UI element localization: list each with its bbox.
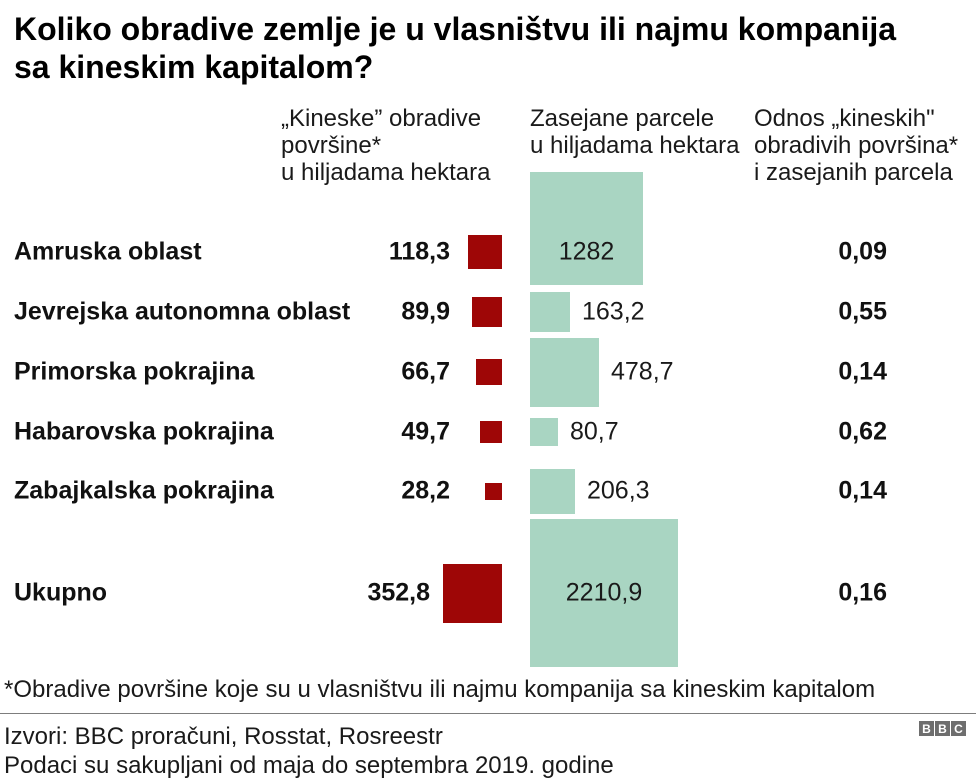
chinese-area-value: 352,8 [367,578,430,607]
divider-line [0,713,976,714]
sown-area-square [530,468,575,514]
chart-row-amruska: Amruska oblast 118,3 1282 0,09 [0,171,976,285]
sown-area-square [530,519,678,667]
chart-row-ukupno: Ukupno 352,8 2210,9 0,16 [0,519,976,667]
sown-area-value: 478,7 [611,357,674,386]
region-label: Primorska pokrajina [14,357,255,386]
ratio-value: 0,16 [838,578,887,607]
column-header-line: „Kineske” obradive [281,105,482,132]
column-header-line: u hiljadama hektara [530,132,740,159]
sown-area-square [530,337,599,407]
sown-area-square [530,292,570,332]
source-block: Izvori: BBC proračuni, Rosstat, Rosreest… [4,722,614,780]
chinese-area-square [476,359,502,385]
column-header-line: u hiljadama hektara [281,159,491,186]
ratio-value: 0,14 [838,476,887,505]
chinese-area-square [468,235,502,269]
column-header-line: Odnos „kineskih" [754,105,935,132]
bbc-logo-letter: B [935,721,950,736]
source-line: Podaci su sakupljani od maja do septembr… [4,752,614,779]
bbc-logo: B B C [919,721,966,736]
sown-area-value: 1282 [558,237,615,266]
sown-area-square [530,418,558,446]
bbc-logo-letter: B [919,721,934,736]
column-header-line: površine* [281,132,382,159]
chart-row-habarovska: Habarovska pokrajina 49,7 80,7 0,62 [0,402,976,462]
chinese-area-square [472,297,502,327]
chinese-area-square [485,482,502,500]
chinese-area-value: 89,9 [401,297,450,326]
column-header-chinese-area: „Kineske” obradive površine* u hiljadama… [281,105,490,186]
footnote: *Obradive površine koje su u vlasništvu … [4,676,876,703]
sown-area-value: 2210,9 [565,578,643,607]
chinese-area-value: 66,7 [401,357,450,386]
chinese-area-square [480,421,502,443]
column-header-ratio: Odnos „kineskih" obradivih površina* i z… [754,105,958,186]
region-label: Habarovska pokrajina [14,417,274,446]
ratio-value: 0,55 [838,297,887,326]
column-header-sown-parcels: Zasejane parcele u hiljadama hektara [530,105,739,159]
chart-row-zabajkalska: Zabajkalska pokrajina 28,2 206,3 0,14 [0,461,976,521]
bbc-logo-letter: C [951,721,966,736]
column-header-line: obradivih površina* [754,132,959,159]
region-label: Zabajkalska pokrajina [14,476,274,505]
ratio-value: 0,62 [838,417,887,446]
chinese-area-square [443,563,502,623]
chinese-area-value: 49,7 [401,417,450,446]
column-header-line: i zasejanih parcela [754,159,953,186]
region-label: Amruska oblast [14,237,202,266]
column-header-line: Zasejane parcele [530,105,715,132]
sown-area-square [530,171,643,285]
region-label: Ukupno [14,578,108,607]
source-line: Izvori: BBC proračuni, Rosstat, Rosreest… [4,723,443,750]
sown-area-value: 163,2 [582,297,645,326]
chart-row-primorska: Primorska pokrajina 66,7 478,7 0,14 [0,337,976,407]
ratio-value: 0,14 [838,357,887,386]
chart-row-jevrejska: Jevrejska autonomna oblast 89,9 163,2 0,… [0,282,976,342]
sown-area-value: 80,7 [570,417,619,446]
region-label: Jevrejska autonomna oblast [14,297,351,326]
sown-area-value: 206,3 [587,476,650,505]
chinese-area-value: 28,2 [401,476,450,505]
chinese-area-value: 118,3 [388,237,450,266]
chart-title: Koliko obradive zemlje je u vlasništvu i… [14,11,897,85]
ratio-value: 0,09 [838,237,887,266]
